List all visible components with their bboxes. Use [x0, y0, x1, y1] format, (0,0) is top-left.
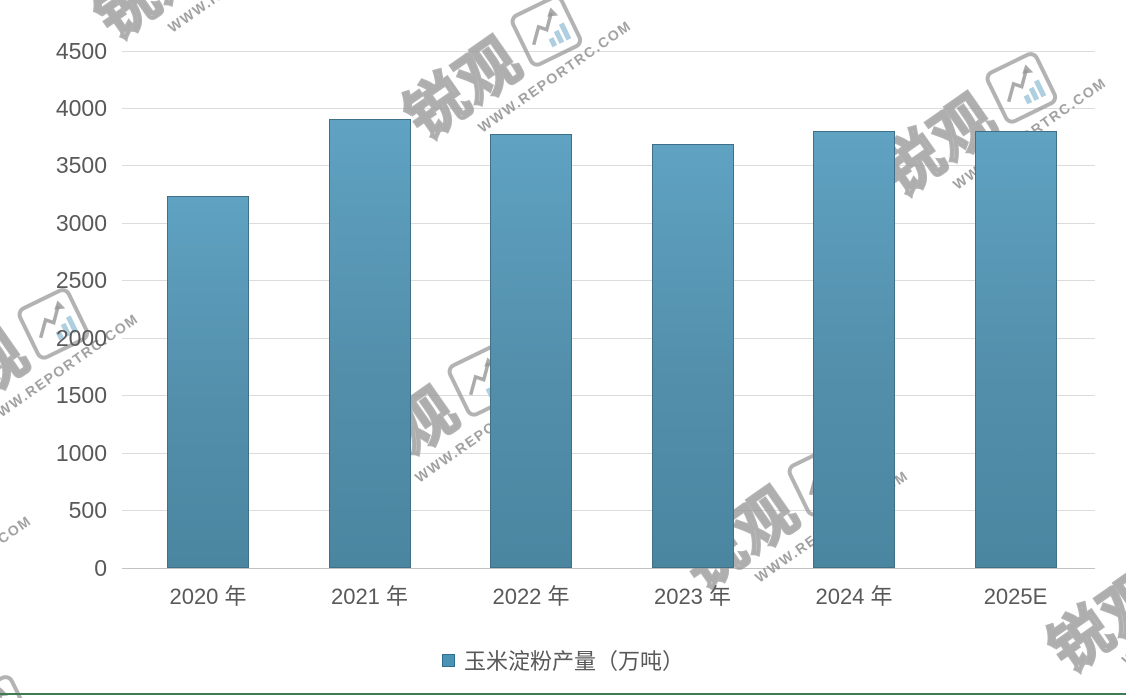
gridline — [122, 222, 1095, 224]
trend-chart-icon — [507, 0, 586, 70]
y-tick-label: 2500 — [55, 267, 107, 294]
x-tick-label: 2023 年 — [653, 584, 732, 609]
watermark-brand-text: 锐观 — [392, 24, 535, 153]
bar-2023年 — [651, 144, 734, 568]
trend-chart-icon — [982, 49, 1061, 127]
x-tick-label: 2021 年 — [330, 584, 409, 609]
watermark-brand-row: 锐观 — [0, 283, 94, 446]
bar-2022年 — [490, 133, 572, 568]
gridline — [122, 280, 1095, 282]
y-tick-label: 0 — [94, 554, 107, 581]
y-tick-label: 4000 — [55, 94, 107, 121]
x-tick-label: 2022 年 — [492, 584, 570, 609]
y-tick-label: 3000 — [55, 209, 107, 236]
y-tick-label: 4500 — [55, 37, 107, 64]
gridline — [122, 395, 1095, 397]
x-tick-label: 2024 年 — [815, 584, 893, 609]
bar-2025E — [974, 131, 1057, 568]
gridline — [122, 165, 1095, 167]
bottom-divider — [0, 693, 1126, 695]
watermark-url-text: WWW.REPORTRC.COM — [474, 17, 635, 136]
y-tick-label: 3500 — [55, 152, 107, 179]
legend-label: 玉米淀粉产量（万吨） — [463, 649, 684, 674]
gridline — [122, 107, 1095, 109]
x-tick-label: 2025E — [983, 584, 1048, 609]
bar-2021年 — [328, 118, 411, 568]
gridline — [122, 337, 1095, 339]
x-axis-baseline — [122, 567, 1095, 569]
bar-2024年 — [813, 131, 895, 568]
y-tick-label: 1500 — [55, 382, 107, 409]
y-tick-label: 500 — [68, 497, 107, 524]
y-tick-label: 1000 — [55, 439, 107, 466]
watermark-brand-row: 锐观 — [392, 0, 588, 153]
gridline — [122, 452, 1095, 454]
trend-chart-icon — [14, 285, 93, 363]
gridline — [122, 50, 1095, 52]
legend: 玉米淀粉产量（万吨） — [0, 645, 1126, 675]
x-tick-label: 2020 年 — [169, 584, 247, 609]
watermark-brand-row: 锐观 — [82, 0, 278, 53]
gridline — [122, 510, 1095, 512]
legend-swatch-icon — [441, 653, 455, 667]
y-tick-label: 2000 — [55, 324, 107, 351]
watermark-url-text: WWW.REPORTRC.COM — [165, 0, 324, 35]
bar-2020年 — [167, 195, 249, 568]
